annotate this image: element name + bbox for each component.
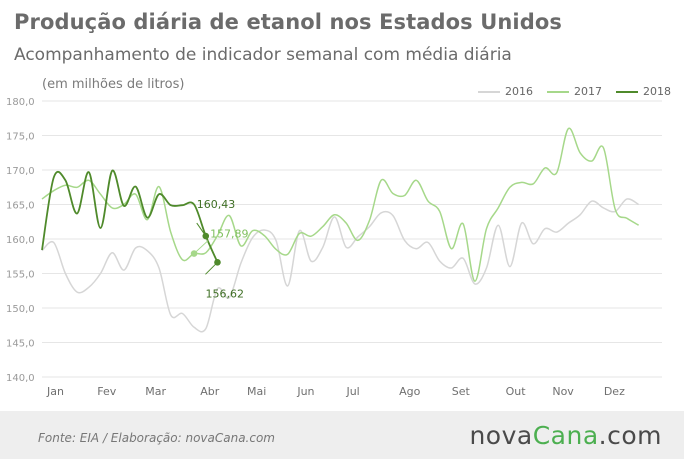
brand-logo: novaCana.com bbox=[469, 421, 662, 450]
legend-label-2016: 2016 bbox=[505, 85, 533, 98]
series-line-2016 bbox=[41, 198, 639, 333]
y-tick-label: 155,0 bbox=[6, 270, 35, 281]
legend-swatch-2018 bbox=[616, 90, 638, 93]
legend-swatch-2016 bbox=[478, 90, 500, 93]
annotation-label: 156,62 bbox=[205, 287, 244, 300]
legend-item-2018: 2018 bbox=[616, 85, 671, 98]
unit-label: (em milhões de litros) bbox=[42, 77, 185, 92]
legend-swatch-2017 bbox=[547, 90, 569, 93]
x-tick-label: Set bbox=[452, 385, 471, 398]
y-tick-label: 150,0 bbox=[6, 304, 35, 315]
x-tick-label: Mai bbox=[247, 385, 266, 398]
annotation-label: 157,89 bbox=[210, 228, 249, 241]
brand-name: Cana bbox=[532, 421, 599, 450]
x-tick-label: Mar bbox=[145, 385, 166, 398]
y-tick-label: 170,0 bbox=[6, 166, 35, 177]
brand-prefix: nova bbox=[469, 421, 533, 450]
y-tick-label: 175,0 bbox=[6, 132, 35, 143]
series-line-2017 bbox=[41, 127, 640, 282]
x-tick-label: Jul bbox=[345, 385, 359, 398]
x-tick-labels: Jan Fev Mar Abr Mai Jun Jul Ago Set Out Nov Dez bbox=[46, 385, 625, 398]
x-tick-label: Fev bbox=[97, 385, 116, 398]
legend-label-2017: 2017 bbox=[574, 85, 602, 98]
x-tick-label: Out bbox=[506, 385, 527, 398]
grid-lines bbox=[42, 100, 662, 378]
x-tick-label: Abr bbox=[200, 385, 220, 398]
legend-item-2016: 2016 bbox=[478, 85, 533, 98]
annotations: 160,43 157,89 156,62 bbox=[190, 198, 249, 300]
annotation-point-2018 bbox=[214, 259, 221, 266]
x-tick-label: Ago bbox=[399, 385, 421, 398]
annotation-point-2018 bbox=[202, 232, 210, 240]
y-tick-label: 145,0 bbox=[6, 339, 35, 350]
x-tick-label: Jan bbox=[46, 385, 64, 398]
series-line-2018 bbox=[41, 169, 219, 263]
x-tick-label: Dez bbox=[604, 385, 625, 398]
y-tick-label: 140,0 bbox=[6, 373, 35, 384]
series-lines bbox=[41, 127, 640, 333]
legend: 2016 2017 2018 bbox=[478, 85, 671, 98]
annotation-point-2017 bbox=[190, 250, 198, 257]
annotation-label: 160,43 bbox=[197, 198, 236, 211]
line-chart: 180,0 175,0 170,0 165,0 160,0 155,0 150,0 145,0… bbox=[6, 97, 662, 398]
page-title: Produção diária de etanol nos Estados Un… bbox=[14, 10, 562, 34]
legend-label-2018: 2018 bbox=[643, 85, 671, 98]
brand-suffix: .com bbox=[598, 421, 662, 450]
source-note: Fonte: EIA / Elaboração: novaCana.com bbox=[38, 431, 275, 445]
legend-item-2017: 2017 bbox=[547, 85, 602, 98]
y-tick-labels: 180,0 175,0 170,0 165,0 160,0 155,0 150,0 145,0… bbox=[6, 97, 35, 384]
x-tick-label: Nov bbox=[552, 385, 574, 398]
footer: Fonte: EIA / Elaboração: novaCana.com no… bbox=[0, 411, 684, 459]
y-tick-label: 180,0 bbox=[6, 97, 35, 108]
page-subtitle: Acompanhamento de indicador semanal com … bbox=[14, 45, 512, 65]
x-tick-label: Jun bbox=[296, 385, 314, 398]
y-tick-label: 160,0 bbox=[6, 235, 35, 246]
y-tick-label: 165,0 bbox=[6, 201, 35, 212]
